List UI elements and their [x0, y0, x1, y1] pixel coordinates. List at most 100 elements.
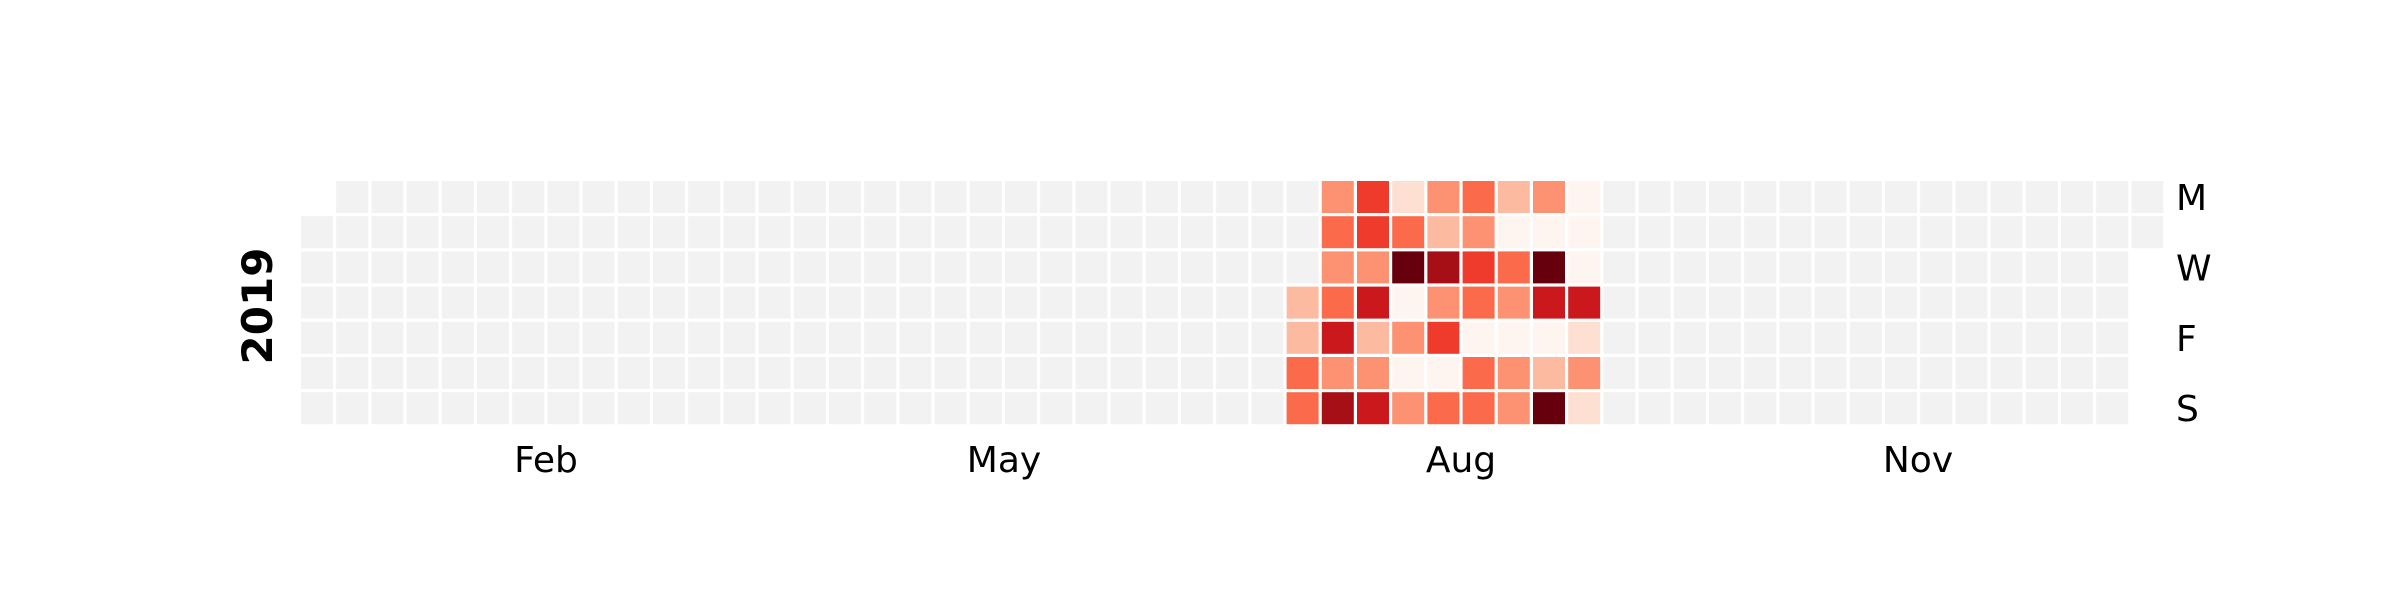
heatmap-cell [793, 181, 826, 213]
heatmap-cell [2061, 357, 2093, 389]
heatmap-cell [2061, 392, 2093, 425]
heatmap-cell [1075, 392, 1108, 425]
heatmap-cell [1251, 216, 1284, 249]
heatmap-cell [477, 181, 509, 213]
heatmap-cell [1779, 321, 1812, 354]
heatmap-cell [1744, 321, 1777, 354]
heatmap-cell [1920, 321, 1953, 354]
heatmap-cell [1216, 216, 1249, 249]
heatmap-cell-active [1392, 357, 1425, 389]
heatmap-cell [1181, 286, 1213, 319]
heatmap-cell [1709, 216, 1741, 249]
heatmap-cell-active [1357, 357, 1389, 389]
heatmap-cell-active [1427, 357, 1460, 389]
heatmap-cell [1075, 216, 1108, 249]
heatmap-cell [1181, 181, 1213, 213]
heatmap-cell [1110, 357, 1143, 389]
heatmap-cell-active [1568, 357, 1601, 389]
heatmap-cell [1673, 216, 1706, 249]
heatmap-cell [793, 392, 826, 425]
heatmap-cell [1110, 321, 1143, 354]
heatmap-cell [1251, 251, 1284, 284]
heatmap-cell-active [1357, 286, 1389, 319]
heatmap-cell [2061, 286, 2093, 319]
heatmap-cell [477, 216, 509, 249]
heatmap-cell [2061, 251, 2093, 284]
heatmap-cell [899, 286, 932, 319]
heatmap-cell [829, 392, 861, 425]
heatmap-cell [1040, 321, 1073, 354]
x-tick-label: Nov [1883, 440, 1953, 481]
heatmap-cell [2025, 251, 2058, 284]
heatmap-cell [1251, 357, 1284, 389]
heatmap-cell [1849, 357, 1882, 389]
y-tick-label: F [2176, 319, 2197, 360]
heatmap-cell-active [1392, 216, 1425, 249]
heatmap-cell [899, 216, 932, 249]
heatmap-cell [1990, 392, 2023, 425]
x-tick-labels: Feb May Aug Nov [514, 440, 1953, 481]
heatmap-cell [969, 286, 1002, 319]
y-tick-label: W [2176, 248, 2212, 289]
heatmap-cell [1251, 321, 1284, 354]
heatmap-cell [899, 181, 932, 213]
heatmap-cell [934, 216, 967, 249]
heatmap-cell [547, 251, 580, 284]
heatmap-cell [617, 392, 650, 425]
heatmap-cell [969, 357, 1002, 389]
heatmap-cell [758, 286, 791, 319]
heatmap-cell [1638, 181, 1671, 213]
heatmap-cell [547, 357, 580, 389]
heatmap-cell [1814, 357, 1847, 389]
heatmap-cell [441, 216, 474, 249]
heatmap-cell [1040, 251, 1073, 284]
heatmap-cell-active [1462, 321, 1495, 354]
heatmap-cell [441, 357, 474, 389]
heatmap-cell [723, 357, 756, 389]
heatmap-cell [2096, 321, 2129, 354]
heatmap-cell [1181, 216, 1213, 249]
heatmap-cell [1885, 321, 1917, 354]
heatmap-cell [582, 181, 615, 213]
heatmap-cell-active [1392, 251, 1425, 284]
heatmap-cell [864, 181, 897, 213]
heatmap-cell [406, 216, 439, 249]
heatmap-cell [864, 286, 897, 319]
heatmap-cell [2061, 216, 2093, 249]
heatmap-cell-active [1321, 357, 1354, 389]
heatmap-cell [406, 392, 439, 425]
y-tick-label: M [2176, 178, 2207, 219]
heatmap-cell [1110, 251, 1143, 284]
heatmap-cell-active [1533, 181, 1565, 213]
heatmap-cell [1955, 181, 1988, 213]
heatmap-cell [1251, 286, 1284, 319]
heatmap-cell [1849, 392, 1882, 425]
heatmap-cell [301, 392, 333, 425]
heatmap-cell [1040, 216, 1073, 249]
heatmap-cell-active [1321, 251, 1354, 284]
heatmap-cell [2061, 321, 2093, 354]
heatmap-cell [1040, 286, 1073, 319]
heatmap-cell [969, 181, 1002, 213]
heatmap-cell [793, 251, 826, 284]
heatmap-cell [1990, 286, 2023, 319]
heatmap-cell-active [1533, 216, 1565, 249]
heatmap-cell [1145, 216, 1178, 249]
heatmap-cell-active [1392, 286, 1425, 319]
heatmap-cell [301, 357, 333, 389]
y-tick-label: S [2176, 389, 2199, 430]
heatmap-cell [1990, 357, 2023, 389]
heatmap-cell-active [1497, 357, 1530, 389]
heatmap-cell [1005, 321, 1037, 354]
heatmap-cell-active [1497, 251, 1530, 284]
heatmap-cell [1885, 216, 1917, 249]
heatmap-cell [547, 286, 580, 319]
heatmap-cell [1920, 392, 1953, 425]
heatmap-cell [653, 286, 685, 319]
heatmap-cell-active [1568, 216, 1601, 249]
heatmap-cell [617, 181, 650, 213]
heatmap-cell [1005, 392, 1037, 425]
heatmap-cell [512, 321, 545, 354]
heatmap-cell [1603, 181, 1636, 213]
